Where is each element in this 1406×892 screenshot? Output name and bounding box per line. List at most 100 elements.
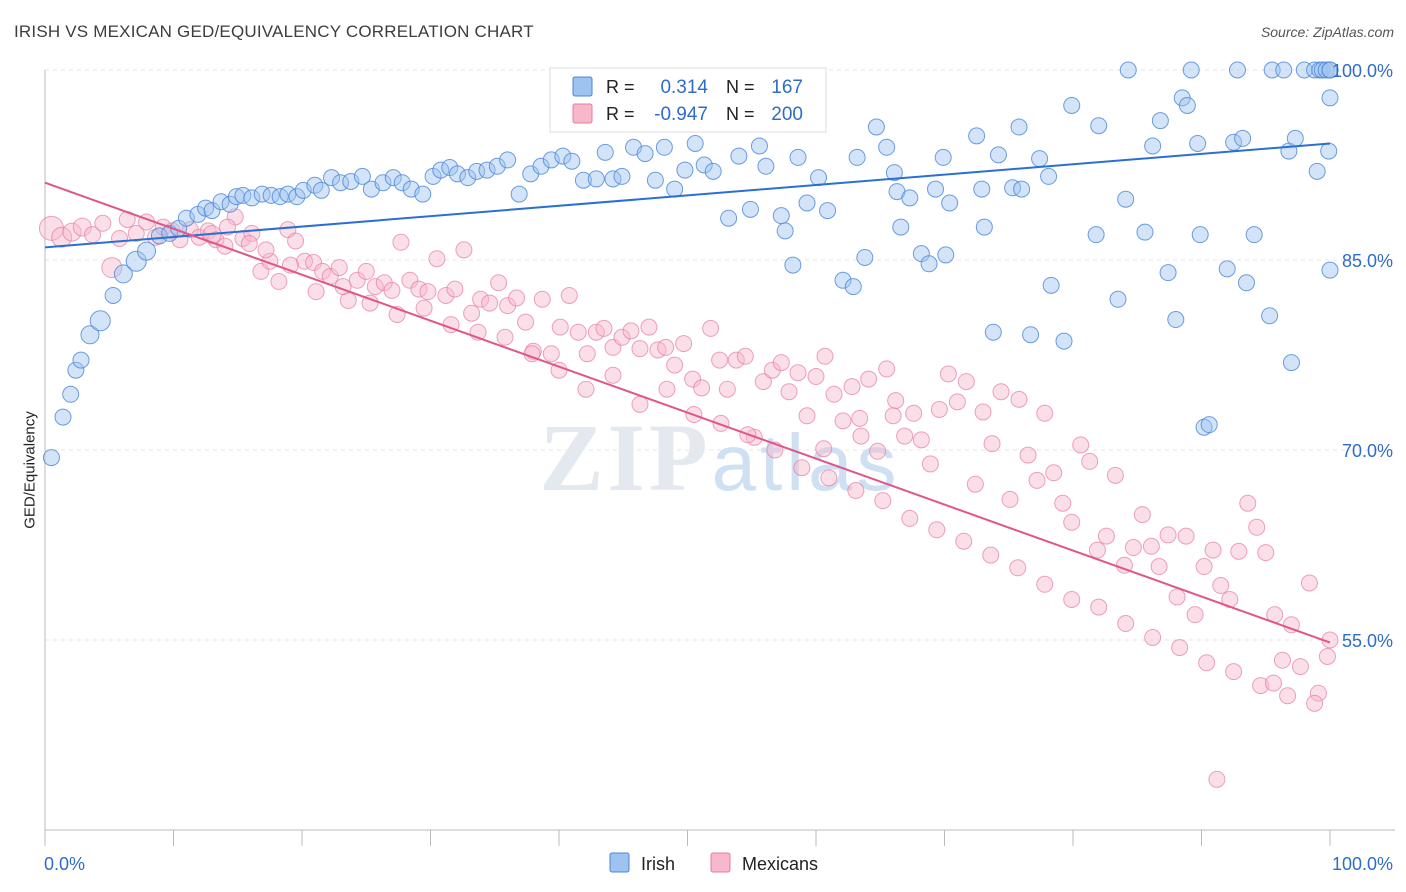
irish-point — [1010, 118, 1028, 136]
legend-swatch-mexicans — [572, 103, 593, 124]
mexicans-point — [481, 294, 499, 312]
mexicans-point — [874, 492, 892, 510]
mexicans-point — [798, 407, 816, 425]
mexicans-points — [38, 208, 1339, 788]
mexicans-point — [1036, 404, 1054, 422]
irish-point — [67, 361, 85, 379]
y-tick-label: 100.0% — [1332, 61, 1393, 81]
mexicans-point — [847, 482, 865, 500]
irish-point — [1042, 276, 1060, 294]
irish-point — [776, 222, 794, 240]
mexicans-point — [905, 404, 923, 422]
irish-point — [885, 164, 903, 182]
irish-point — [1055, 332, 1073, 350]
mexicans-point — [111, 229, 129, 247]
irish-point — [554, 147, 572, 165]
irish-point — [973, 180, 991, 198]
mexicans-point — [1198, 654, 1216, 672]
irish-point — [798, 194, 816, 212]
mexicans-point — [1063, 590, 1081, 608]
irish-point — [1191, 226, 1209, 244]
irish-point — [125, 250, 147, 272]
mexicans-point — [455, 241, 473, 259]
irish-point — [262, 186, 280, 204]
mexicans-point — [330, 259, 348, 277]
legend-n-label: N = — [726, 77, 755, 97]
mexicans-point — [560, 286, 578, 304]
bottom-legend: Irish Mexicans — [609, 852, 818, 874]
mexicans-point — [1208, 770, 1226, 788]
mexicans-point — [240, 235, 258, 253]
irish-point — [984, 323, 1002, 341]
mexicans-point — [508, 289, 526, 307]
mexicans-point — [834, 412, 852, 430]
mexicans-point — [1106, 466, 1124, 484]
mexicans-point — [517, 313, 535, 331]
watermark: ZIPatlas — [539, 404, 900, 511]
mexicans-point — [577, 380, 595, 398]
mexicans-point — [992, 383, 1010, 401]
mexicans-point — [101, 257, 123, 279]
mexicans-point — [983, 435, 1001, 453]
mexicans-point — [939, 365, 957, 383]
mexicans-point — [1195, 558, 1213, 576]
irish-point — [1136, 223, 1154, 241]
mexicans-point — [884, 407, 902, 425]
irish-point — [810, 169, 828, 187]
irish-point — [757, 157, 775, 175]
mexicans-point — [361, 294, 379, 312]
irish-point — [1109, 290, 1127, 308]
irish-trend-line — [44, 142, 1331, 249]
mexicans-point — [982, 546, 1000, 564]
irish-point — [54, 408, 72, 426]
irish-point — [789, 148, 807, 166]
legend-r-value: 0.314 — [660, 77, 708, 98]
legend: R = 0.314 N = 167 R = -0.947 N = 200 — [549, 67, 827, 133]
irish-point — [1031, 150, 1049, 168]
irish-point — [646, 171, 664, 189]
mexicans-point — [780, 383, 798, 401]
bottom-legend-label-irish: Irish — [641, 854, 675, 874]
mexicans-point — [1252, 677, 1270, 695]
mexicans-point — [869, 442, 887, 460]
source-label: Source: ZipAtlas.com — [1260, 24, 1394, 40]
mexicans-point — [1088, 541, 1106, 559]
mexicans-trend-line — [44, 181, 1331, 644]
irish-point — [1167, 311, 1185, 329]
irish-point — [89, 310, 111, 332]
irish-point — [253, 185, 271, 203]
irish-point — [113, 264, 133, 284]
mexicans-point — [1168, 588, 1186, 606]
legend-n-value: 200 — [771, 104, 803, 125]
irish-point — [1004, 179, 1022, 197]
irish-point — [243, 189, 261, 207]
mexicans-point — [287, 232, 305, 250]
mexicans-point — [1124, 539, 1142, 557]
mexicans-point — [901, 509, 919, 527]
mexicans-point — [712, 414, 730, 432]
mexicans-point — [1144, 628, 1162, 646]
irish-point — [1321, 261, 1339, 279]
mexicans-point — [127, 224, 145, 242]
mexicans-point — [569, 323, 587, 341]
mexicans-point — [718, 380, 736, 398]
mexicans-point — [1264, 674, 1282, 692]
mexicans-point — [1171, 639, 1189, 657]
irish-point — [676, 161, 694, 179]
mexicans-point — [1036, 575, 1054, 593]
irish-point — [856, 248, 874, 266]
irish-point — [312, 181, 330, 199]
mexicans-point — [551, 318, 569, 336]
irish-point — [1087, 226, 1105, 244]
mexicans-point — [789, 364, 807, 382]
irish-point — [72, 351, 90, 369]
legend-r-label: R = — [606, 77, 635, 97]
mexicans-point — [948, 393, 966, 411]
mexicans-point — [1257, 544, 1275, 562]
mexicans-point — [1054, 494, 1072, 512]
irish-point — [448, 165, 466, 183]
mexicans-point — [428, 250, 446, 268]
mexicans-point — [307, 283, 325, 301]
irish-point — [1022, 326, 1040, 344]
